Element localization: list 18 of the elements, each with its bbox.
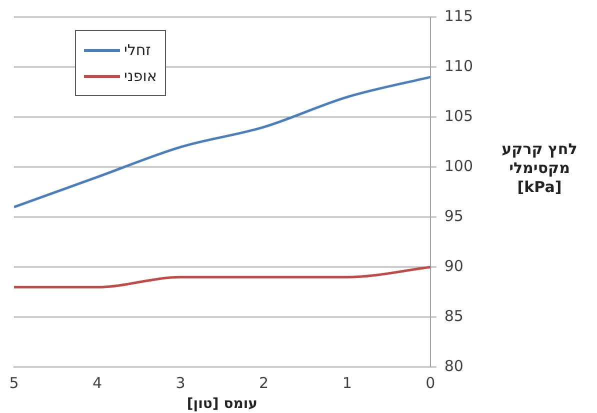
y-tick-label: 105 bbox=[444, 106, 474, 125]
x-tick-label: 5 bbox=[9, 374, 19, 392]
y-tick-label: 110 bbox=[444, 56, 474, 75]
x-tick-label: 4 bbox=[92, 374, 102, 392]
y-tick-label: 100 bbox=[444, 156, 474, 175]
y-tick-label: 90 bbox=[444, 257, 464, 276]
y-tick-label: 80 bbox=[444, 357, 464, 376]
y-tick-label: 95 bbox=[444, 207, 464, 226]
y-tick-label: 115 bbox=[444, 6, 474, 25]
legend-label: אופני bbox=[124, 67, 157, 85]
x-tick-label: 0 bbox=[426, 374, 436, 392]
x-tick-label: 3 bbox=[176, 374, 186, 392]
legend-label: זחלי bbox=[124, 41, 151, 59]
x-tick-label: 2 bbox=[259, 374, 269, 392]
x-axis-title: עומס [טון] bbox=[186, 396, 258, 412]
y-tick-label: 85 bbox=[444, 307, 464, 326]
y-axis-title: לחץ קרקע מקסימלי [kPa] bbox=[500, 140, 578, 197]
x-tick-label: 1 bbox=[342, 374, 352, 392]
